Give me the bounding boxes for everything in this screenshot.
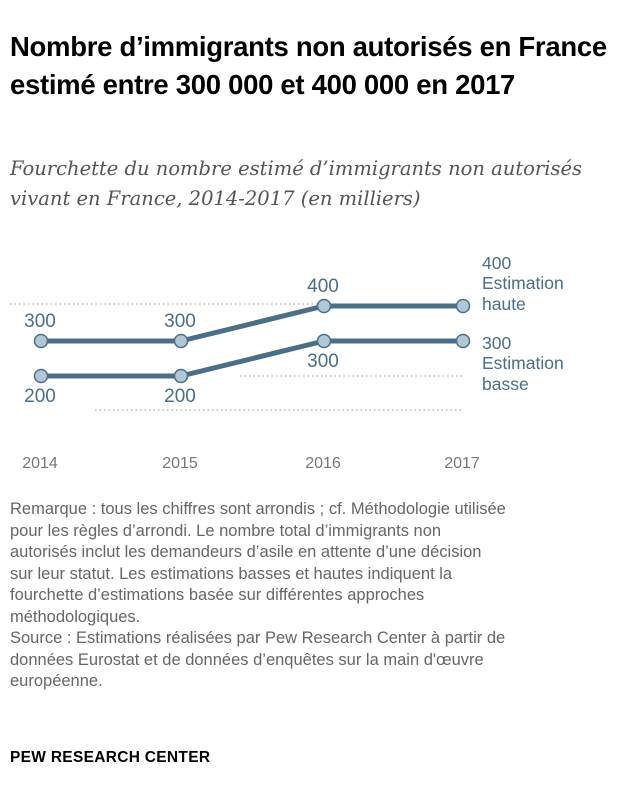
source-line: Source : Estimations réalisées par Pew R…: [10, 629, 506, 647]
note-line: sur leur statut. Les estimations basses …: [10, 564, 453, 583]
data-point: [316, 333, 332, 349]
x-tick-label: 2016: [305, 455, 341, 472]
data-label: 300: [24, 311, 56, 332]
series-end-value: 400: [482, 253, 511, 273]
x-axis: 2014 2015 2016 2017: [22, 455, 480, 472]
data-point: [316, 298, 332, 314]
source-text: Source : Estimations réalisées par Pew R…: [10, 628, 610, 693]
note-line: méthodologiques.: [10, 607, 141, 626]
series-name-label: Estimation haute: [482, 273, 564, 314]
note-text: Remarque : tous les chiffres sont arrond…: [10, 499, 610, 628]
note-line: autorisés inclut les demandeurs d’asile …: [10, 543, 482, 561]
source-line: européenne.: [10, 672, 103, 690]
data-point: [455, 333, 471, 349]
note-line: pour les règles d’arrondi. Le nombre tot…: [10, 521, 442, 540]
series-name-word: basse: [482, 374, 529, 394]
series-name-word: Estimation: [482, 353, 564, 373]
data-label: 200: [24, 386, 56, 407]
data-point: [33, 333, 49, 349]
data-markers: [33, 298, 471, 384]
data-label: 300: [307, 351, 339, 372]
chart-title: Nombre d’immigrants non autorisés en Fra…: [10, 31, 607, 100]
brand-logo-text: PEW RESEARCH CENTER: [10, 749, 211, 766]
series-lines: [38, 303, 466, 379]
source-line: données Eurostat et de données d’enquête…: [10, 650, 484, 669]
x-tick-label: 2017: [444, 455, 480, 472]
gridlines: [10, 303, 462, 411]
series-end-value: 300: [482, 333, 511, 353]
data-point: [173, 368, 189, 384]
data-label: 200: [164, 386, 196, 407]
series-line-low: [38, 338, 466, 379]
chart-subtitle: Fourchette du nombre estimé d’immigrants…: [10, 157, 583, 210]
data-label: 300: [164, 311, 196, 332]
data-point: [455, 298, 471, 314]
series-name-word: Estimation: [482, 273, 564, 293]
chart-notes: Remarque : tous les chiffres sont arrond…: [10, 499, 610, 693]
note-line: fourchette d’estimations basée sur diffé…: [10, 586, 425, 604]
x-tick-label: 2014: [22, 455, 58, 472]
data-point: [173, 333, 189, 349]
series-name-word: haute: [482, 294, 526, 314]
data-label: 400: [307, 276, 339, 297]
x-tick-label: 2015: [162, 455, 198, 472]
note-line: Remarque : tous les chiffres sont arrond…: [10, 500, 506, 518]
series-name-label: Estimation basse: [482, 353, 564, 394]
data-point: [33, 368, 49, 384]
series-line-high: [38, 303, 466, 344]
